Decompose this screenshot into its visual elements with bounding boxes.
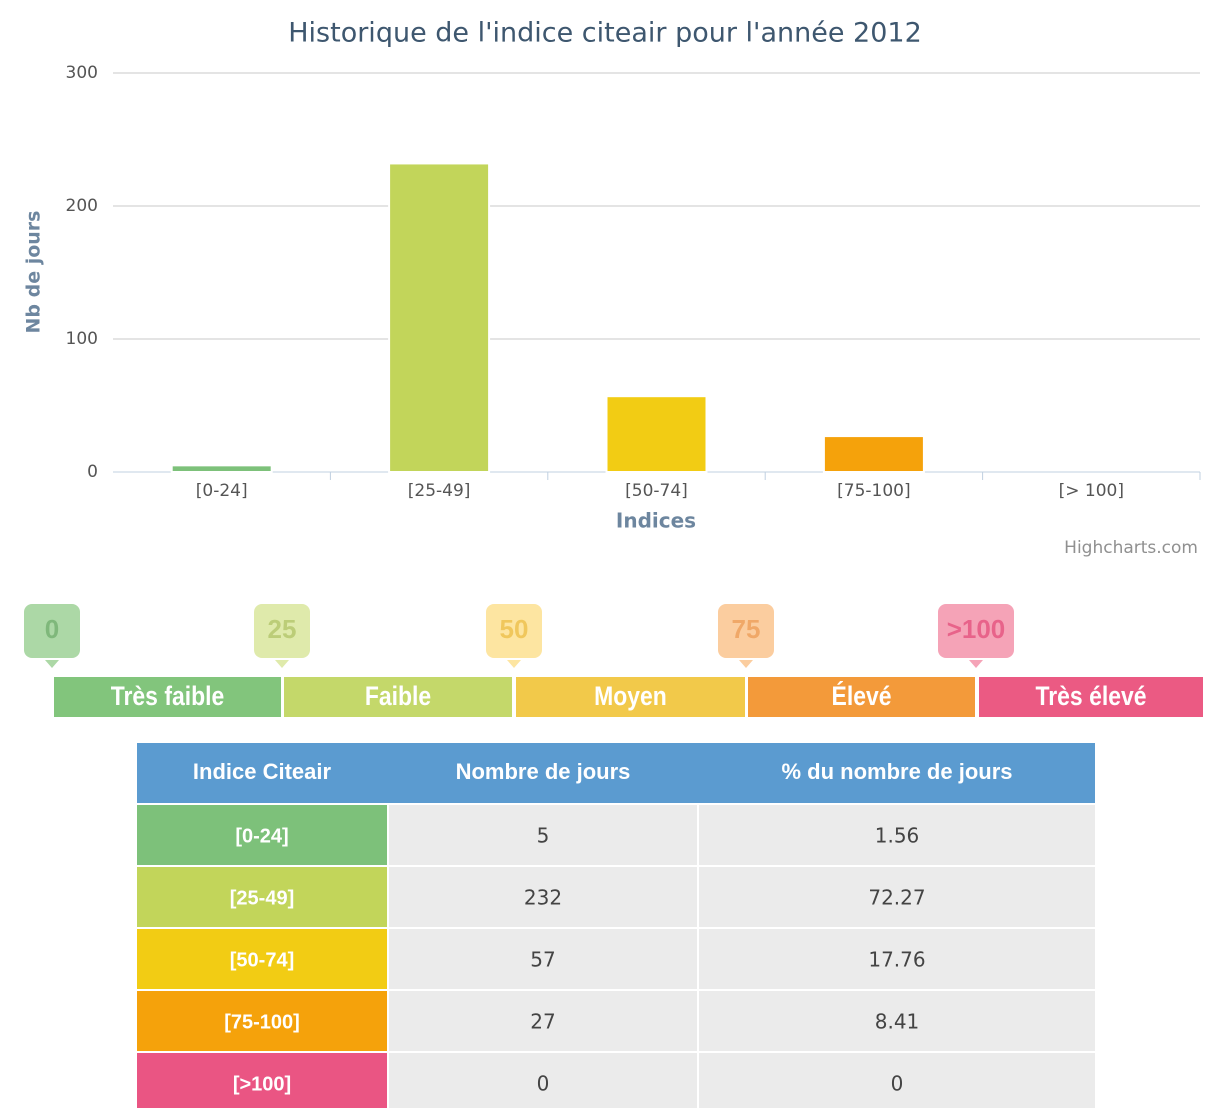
table-cell-text: 8.41 [875,1010,920,1034]
x-tick-label: [25-49] [408,481,471,501]
y-tick-label: 200 [66,196,98,216]
table-cell-text: 17.76 [868,948,925,972]
table-cell [389,867,697,927]
scale-badge-label: 25 [268,614,297,644]
table-cell [137,1053,387,1108]
scale-badge-pointer [969,660,983,668]
table-cell-text: [>100] [233,1073,291,1095]
table-cell-text: 5 [537,824,550,848]
table-cell-text: 57 [530,948,555,972]
x-tick-label: [50-74] [625,481,688,501]
table-cell [699,1053,1095,1108]
x-tick-label: [0-24] [196,481,248,501]
scale-badge-pointer [739,660,753,668]
bar [605,395,708,473]
table-cell-text: 27 [530,1010,555,1034]
scale-level: Élevé [832,680,892,711]
table-cell [699,805,1095,865]
table-header-cell: % du nombre de jours [781,759,1012,784]
scale-segment [979,677,1203,717]
table-cell [389,805,697,865]
scale-level: Moyen [594,681,667,711]
chart-title: Historique de l'indice citeair pour l'an… [288,18,922,49]
table-cell-text: 0 [537,1072,550,1096]
table-cell [137,929,387,989]
bar [388,162,491,473]
scale-badge-label: 75 [732,614,761,644]
x-tick-label: [> 100] [1059,481,1124,501]
table-cell [389,991,697,1051]
table-cell-text: 1.56 [875,824,920,848]
scale-segment [748,677,975,717]
scale-level: Faible [365,681,431,711]
table-cell [389,929,697,989]
table-cell [137,991,387,1051]
table-cell-text: [75-100] [224,1011,300,1033]
table-cell [699,991,1095,1051]
scale-badge-label: >100 [947,614,1006,644]
scale-level: Très faible [111,681,225,711]
scale-badge-label: 0 [45,614,59,644]
y-axis-label: Nb de jours [23,211,45,334]
x-axis-label: Indices [616,509,696,533]
scale-badge [938,604,1014,658]
table-cell-text: [25-49] [230,887,294,909]
table-cell [137,805,387,865]
table-header [137,743,1095,803]
y-tick-label: 300 [66,63,98,83]
table-cell [699,867,1095,927]
scale-segment [54,677,281,717]
scale-segment [516,677,745,717]
scale-badge [254,604,310,658]
table-cell [699,929,1095,989]
bar [822,435,925,473]
y-tick-label: 0 [87,462,98,482]
table-cell [389,1053,697,1108]
credits: Highcharts.com [1064,538,1198,558]
scale-badge [24,604,80,658]
table-cell-text: 72.27 [868,886,925,910]
table-cell-text: 0 [891,1072,904,1096]
scale-level: Très élevé [1036,681,1147,711]
table-header-cell: Nombre de jours [456,759,631,784]
table-cell [137,867,387,927]
table-cell-text: [0-24] [235,825,288,847]
x-tick-label: [75-100] [837,481,910,501]
scale-badge [718,604,774,658]
scale-badge-pointer [275,660,289,668]
table-cell-text: [50-74] [230,949,294,971]
scale-badge-label: 50 [500,614,529,644]
table-cell-text: 232 [524,886,562,910]
scale-badge [486,604,542,658]
bar [170,464,273,474]
scale-segment [284,677,512,717]
table-header-cell: Indice Citeair [193,759,332,784]
scale-badge-pointer [507,660,521,668]
y-tick-label: 100 [66,329,98,349]
scale-badge-pointer [45,660,59,668]
